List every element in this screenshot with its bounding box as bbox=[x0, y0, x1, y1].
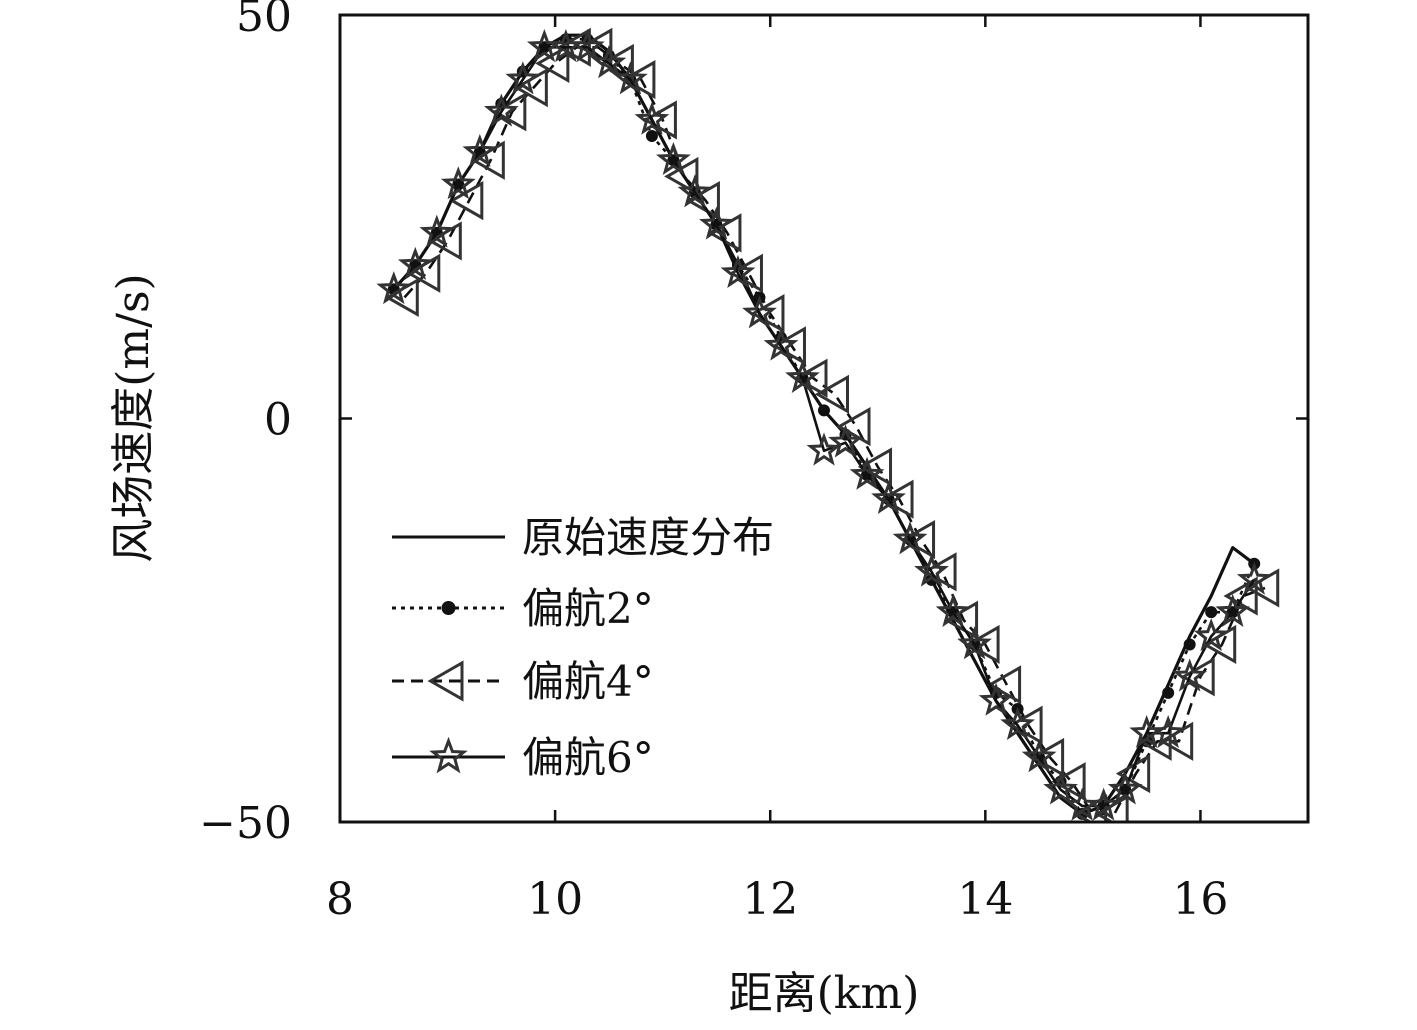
y-tick-label: −50 bbox=[199, 798, 292, 849]
data-point bbox=[645, 130, 658, 143]
series-layer bbox=[376, 27, 1280, 822]
data-point bbox=[914, 553, 949, 587]
series-line bbox=[403, 45, 1266, 816]
data-point bbox=[505, 61, 541, 95]
legend-entry-1: 原始速度分布 bbox=[392, 513, 774, 562]
data-point bbox=[1086, 787, 1122, 821]
data-point bbox=[814, 374, 850, 414]
data-point bbox=[376, 271, 412, 305]
data-point bbox=[720, 254, 756, 289]
x-tick-label: 12 bbox=[742, 874, 798, 925]
data-point bbox=[849, 456, 885, 490]
data-point bbox=[1236, 561, 1272, 595]
x-tick-label: 16 bbox=[1172, 874, 1228, 925]
x-tick-label: 8 bbox=[326, 874, 354, 925]
data-point bbox=[634, 101, 670, 135]
data-point bbox=[699, 206, 734, 240]
data-point bbox=[419, 214, 455, 248]
data-point bbox=[806, 432, 842, 466]
data-point bbox=[1162, 686, 1175, 699]
data-point bbox=[1000, 706, 1035, 740]
data-point bbox=[613, 61, 648, 95]
data-point bbox=[892, 521, 928, 555]
data-point bbox=[1223, 576, 1258, 616]
data-point bbox=[836, 406, 871, 447]
legend-entry-4: 偏航6° bbox=[392, 733, 654, 782]
legend-label: 偏航6° bbox=[522, 733, 654, 782]
data-point bbox=[1183, 638, 1196, 651]
data-point bbox=[656, 141, 691, 176]
data-point bbox=[763, 327, 799, 361]
legend-label: 偏航2° bbox=[522, 584, 654, 633]
data-point bbox=[1172, 658, 1208, 692]
data-point bbox=[591, 45, 627, 79]
data-point bbox=[397, 246, 433, 280]
data-point bbox=[1150, 714, 1186, 749]
plot-frame bbox=[338, 13, 1310, 824]
x-tick-label: 14 bbox=[957, 874, 1013, 925]
data-point bbox=[1021, 739, 1057, 773]
data-point bbox=[978, 682, 1014, 716]
data-point bbox=[1215, 593, 1251, 627]
data-point bbox=[871, 480, 906, 514]
x-axis-title: 距离(km) bbox=[729, 968, 920, 1019]
legend-marker bbox=[427, 660, 464, 702]
series-4 bbox=[376, 28, 1272, 821]
data-point bbox=[818, 404, 830, 417]
data-point bbox=[1107, 771, 1143, 805]
data-point bbox=[1043, 771, 1079, 805]
legend-marker bbox=[441, 601, 456, 615]
data-point bbox=[1205, 606, 1218, 619]
data-point bbox=[935, 593, 971, 627]
legend-entry-2: 偏航2° bbox=[392, 584, 654, 633]
data-point bbox=[828, 424, 863, 458]
data-point bbox=[986, 665, 1022, 705]
data-point bbox=[957, 626, 992, 660]
data-point bbox=[569, 28, 605, 63]
y-tick-label: 50 bbox=[236, 0, 292, 42]
data-point bbox=[1193, 618, 1229, 652]
data-point bbox=[785, 359, 820, 393]
ticks-layer: 8 10 12 14 16 −50 0 50 bbox=[199, 0, 1308, 925]
y-axis-title: 风场速度(m/s) bbox=[108, 273, 159, 562]
data-point bbox=[483, 93, 519, 127]
data-point bbox=[742, 295, 777, 329]
series-2 bbox=[387, 33, 1261, 820]
legend-entry-3: 偏航4° bbox=[392, 657, 654, 706]
legend-label: 原始速度分布 bbox=[522, 513, 774, 562]
data-point bbox=[677, 174, 713, 208]
y-tick-label: 0 bbox=[264, 395, 292, 446]
data-point bbox=[462, 133, 498, 167]
series-3 bbox=[384, 27, 1280, 822]
x-tick-label: 10 bbox=[527, 874, 583, 925]
legend-marker bbox=[429, 736, 468, 774]
legend-label: 偏航4° bbox=[522, 657, 654, 706]
data-point bbox=[440, 166, 476, 200]
